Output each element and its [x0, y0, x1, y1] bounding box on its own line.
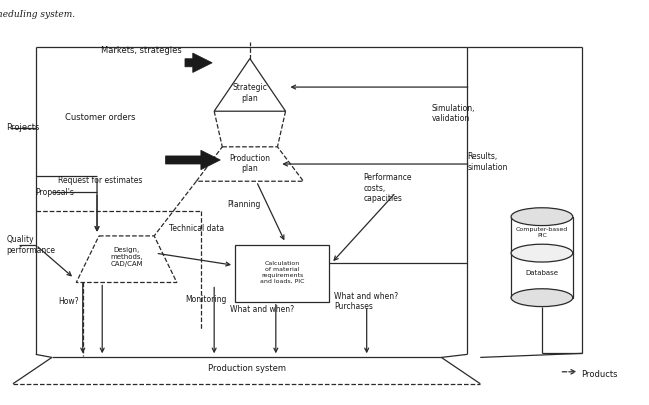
Text: Markets, strategies: Markets, strategies — [101, 46, 181, 55]
FancyBboxPatch shape — [511, 217, 572, 298]
Text: Technical data: Technical data — [169, 224, 224, 233]
Text: How?: How? — [58, 297, 79, 306]
Text: Customer orders: Customer orders — [65, 113, 136, 122]
Text: Planning: Planning — [227, 200, 260, 209]
Text: Proposal's: Proposal's — [36, 188, 75, 197]
Text: Simulation,
validation: Simulation, validation — [432, 104, 475, 123]
Text: Projects: Projects — [6, 123, 40, 132]
Ellipse shape — [511, 289, 572, 307]
Text: Production
plan: Production plan — [229, 153, 271, 173]
Text: What and when?: What and when? — [230, 305, 295, 314]
Text: Calculation
of material
requirements
and loads, PIC: Calculation of material requirements and… — [260, 261, 304, 284]
Text: Performance
costs,
capacities: Performance costs, capacities — [363, 173, 412, 203]
Text: Request for estimates: Request for estimates — [58, 176, 143, 185]
Text: Production system: Production system — [208, 364, 286, 373]
Ellipse shape — [511, 244, 572, 262]
Polygon shape — [185, 53, 212, 72]
Text: Results,
simulation: Results, simulation — [467, 152, 508, 172]
Text: Products: Products — [581, 370, 617, 379]
Text: Monitoring: Monitoring — [185, 295, 227, 304]
Text: Computer-based
PIC: Computer-based PIC — [516, 228, 568, 238]
Text: What and when?
Purchases: What and when? Purchases — [334, 292, 398, 311]
Text: heduIing system.: heduIing system. — [0, 10, 75, 19]
Text: Database: Database — [526, 271, 558, 276]
Polygon shape — [165, 150, 221, 170]
Text: Strategic
plan: Strategic plan — [232, 83, 267, 103]
Text: Design,
methods,
CAD/CAM: Design, methods, CAD/CAM — [110, 247, 143, 267]
Text: Quality
performance: Quality performance — [6, 235, 56, 255]
Ellipse shape — [511, 208, 572, 226]
